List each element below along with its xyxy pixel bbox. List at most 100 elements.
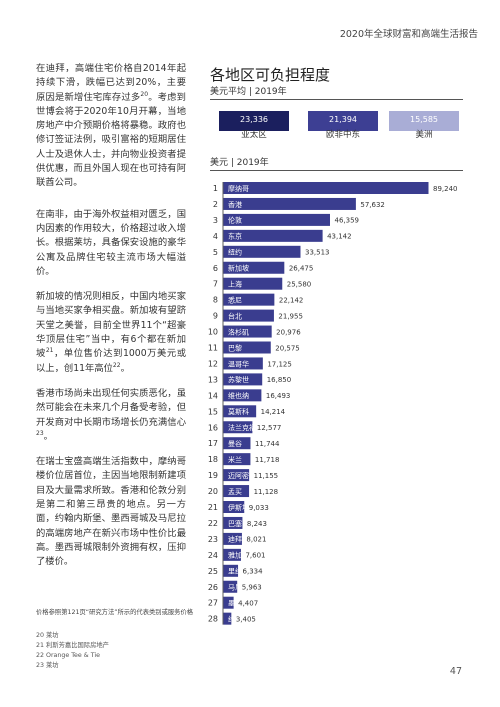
city-value-label: 26,475 [289, 265, 314, 273]
city-value-label: 3,405 [236, 615, 256, 623]
city-name-label: 约翰内斯堡 [228, 614, 263, 623]
city-name-label: 温哥华 [228, 359, 249, 368]
city-bar [223, 245, 301, 258]
rank-label: 3 [213, 216, 218, 225]
city-value-label: 11,718 [255, 456, 280, 464]
city-value-label: 11,155 [254, 472, 279, 480]
rank-label: 25 [208, 567, 218, 576]
rank-label: 28 [208, 615, 218, 624]
city-bar [223, 548, 241, 561]
region-chart-axis-line [210, 99, 463, 100]
city-bar [223, 596, 234, 609]
rank-label: 16 [208, 423, 218, 432]
footnote-ref: 23 [36, 429, 44, 437]
city-name-label: 上海 [228, 280, 242, 289]
city-value-label: 46,359 [334, 217, 359, 225]
city-name-label: 迪拜 [228, 535, 242, 544]
city-bar [223, 580, 238, 593]
city-name-label: 雅加达 [228, 551, 249, 560]
city-bar [223, 261, 285, 274]
rank-label: 13 [208, 375, 218, 384]
city-value-label: 5,963 [242, 584, 262, 592]
city-name-label: 莫斯科 [228, 407, 249, 416]
city-chart-axis-line [210, 170, 463, 171]
city-value-label: 11,128 [254, 488, 279, 496]
city-bar [223, 213, 330, 226]
footnote-ref: 22 [112, 361, 121, 369]
city-value-label: 8,243 [247, 520, 267, 528]
city-value-label: 6,334 [243, 568, 264, 576]
rank-label: 5 [213, 248, 218, 257]
city-name-label: 法兰克福 [228, 423, 256, 432]
rank-label: 20 [208, 487, 218, 496]
report-header-title: 2020年全球财富和高端生活报告 [339, 29, 478, 40]
rank-label: 14 [208, 391, 218, 400]
city-name-label: 伊斯坦布尔 [228, 503, 263, 512]
rank-label: 22 [208, 519, 218, 528]
rank-label: 11 [208, 344, 218, 353]
city-value-label: 17,125 [267, 360, 292, 368]
city-value-label: 21,955 [278, 312, 303, 320]
paragraph-south-africa: 在南非，由于海外权益相对匮乏，国内因素的作用较大，价格超过收入增长。根据莱坊，具… [36, 208, 186, 277]
region-category-label: 美洲 [415, 130, 433, 140]
rank-label: 6 [213, 264, 218, 273]
rank-label: 26 [208, 583, 218, 592]
city-bar [223, 405, 257, 418]
paragraph-singapore: 新加坡的情况则相反，中国内地买家与当地买家争相买盘。新加坡有望跻天堂之美誉，目前… [36, 291, 186, 374]
city-bar [223, 437, 251, 450]
city-bar [223, 612, 232, 625]
footnote-ref: 21 [45, 347, 54, 355]
city-name-label: 悉尼 [228, 295, 242, 304]
city-name-label: 洛杉矶 [228, 327, 249, 336]
rank-label: 18 [208, 455, 218, 464]
region-value-label: 21,394 [329, 115, 357, 124]
city-bar [223, 485, 250, 498]
city-bar [223, 453, 251, 466]
region-category-label: 欧非中东 [325, 130, 360, 140]
rank-label: 12 [208, 359, 218, 368]
city-value-label: 4,407 [238, 600, 258, 608]
rank-label: 1 [213, 184, 218, 193]
city-bar [223, 229, 323, 242]
rank-label: 10 [208, 328, 218, 337]
city-value-label: 33,513 [305, 249, 330, 257]
rank-label: 7 [213, 280, 218, 289]
city-value-label: 20,976 [276, 328, 301, 336]
city-bar [223, 357, 263, 370]
city-value-label: 7,601 [245, 552, 265, 560]
city-value-label: 20,575 [275, 344, 300, 352]
chart-title: 各地区可负担程度 [210, 66, 331, 84]
region-value-label: 15,585 [410, 115, 438, 124]
city-value-label: 9,033 [249, 504, 269, 512]
city-bar [223, 421, 253, 434]
city-name-label: 摩纳哥 [228, 184, 249, 193]
city-name-label: 里约热内卢 [228, 567, 263, 576]
rank-label: 2 [213, 200, 218, 209]
city-value-label: 43,142 [327, 233, 352, 241]
city-bar [223, 516, 243, 529]
city-value-label: 11,744 [255, 440, 280, 448]
region-value-label: 23,336 [240, 115, 268, 124]
city-bar [223, 309, 274, 322]
city-name-label: 孟买 [228, 487, 242, 496]
city-value-label: 14,214 [261, 408, 286, 416]
city-bar [223, 325, 272, 338]
footnote-item: 20 莱坊 [36, 632, 59, 639]
city-bar [223, 277, 283, 290]
city-value-label: 22,142 [279, 296, 304, 304]
city-name-label: 马尼拉 [228, 583, 249, 592]
region-category-label: 亚太区 [241, 130, 267, 140]
region-bar [389, 111, 459, 131]
city-bar [223, 532, 242, 545]
paragraph-index-summary: 在瑞士宝盛高端生活指数中，摩纳哥楼价位居首位，主因当地限制新建项目及大量需求所致… [36, 456, 186, 568]
footnote-item: 23 莱坊 [36, 662, 59, 669]
rank-label: 8 [213, 296, 218, 305]
city-value-label: 57,632 [360, 201, 385, 209]
city-name-label: 巴塞罗那 [228, 519, 256, 528]
rank-label: 21 [208, 503, 218, 512]
rank-label: 24 [208, 551, 218, 560]
rank-label: 23 [208, 535, 218, 544]
footnote-item: 22 Orange Tee & Tie [36, 652, 100, 659]
footnote-item: 21 利斯芳嘉比国际房地产 [36, 642, 109, 649]
